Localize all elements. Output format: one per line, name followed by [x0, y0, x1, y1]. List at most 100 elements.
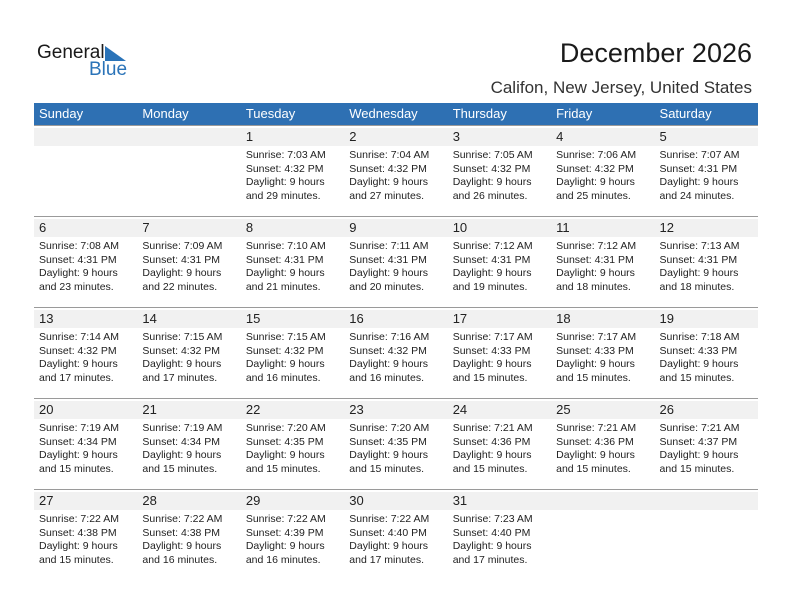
- weekday-friday: Friday: [556, 106, 593, 121]
- daylight-text: and 17 minutes.: [39, 371, 114, 384]
- day-info-row: Sunrise: 7:08 AM Sunset: 4:31 PM Daylight:…: [34, 237, 758, 294]
- day-cell: [34, 149, 137, 203]
- daylight-text: Daylight: 9 hours: [452, 358, 532, 370]
- sunrise-text: Sunrise: 7:05 AM: [452, 149, 533, 161]
- sunset-text: Sunset: 4:33 PM: [556, 344, 634, 357]
- day-number: 13: [39, 311, 54, 326]
- sunset-text: Sunset: 4:31 PM: [39, 253, 117, 266]
- day-number: 19: [659, 311, 674, 326]
- day-info-row: Sunrise: 7:03 AM Sunset: 4:32 PM Daylight:…: [34, 146, 758, 203]
- day-number: 11: [556, 220, 570, 235]
- day-cell: [551, 513, 654, 567]
- day-number: 6: [39, 220, 47, 235]
- day-cell: Sunrise: 7:21 AM Sunset: 4:37 PM Daylight:…: [655, 422, 758, 476]
- day-number: 2: [349, 129, 357, 144]
- sunrise-text: Sunrise: 7:06 AM: [556, 149, 637, 161]
- sunrise-text: Sunrise: 7:17 AM: [452, 331, 533, 343]
- sunrise-text: Sunrise: 7:15 AM: [142, 331, 223, 343]
- daylight-text: Daylight: 9 hours: [349, 176, 429, 188]
- daylight-text: and 15 minutes.: [39, 553, 114, 566]
- week-row: 13 14 15 16 17 18 19 Sunrise: 7:14 AM Sunset: 4:…: [34, 307, 758, 398]
- sunrise-text: Sunrise: 7:10 AM: [245, 240, 326, 252]
- day-cell: Sunrise: 7:14 AM Sunset: 4:32 PM Daylight:…: [34, 331, 137, 385]
- daylight-text: and 19 minutes.: [452, 280, 528, 293]
- day-cell: Sunrise: 7:22 AM Sunset: 4:38 PM Daylight:…: [34, 513, 137, 567]
- daylight-text: Daylight: 9 hours: [452, 176, 532, 188]
- day-number: 17: [452, 311, 468, 326]
- day-number: 27: [39, 493, 54, 508]
- sunset-text: Sunset: 4:38 PM: [39, 526, 117, 539]
- daylight-text: and 15 minutes.: [245, 462, 321, 475]
- sunrise-text: Sunrise: 7:22 AM: [39, 513, 119, 525]
- day-cell: Sunrise: 7:21 AM Sunset: 4:36 PM Daylight:…: [448, 422, 551, 476]
- day-cell: Sunrise: 7:16 AM Sunset: 4:32 PM Daylight:…: [344, 331, 447, 385]
- sunrise-text: Sunrise: 7:23 AM: [452, 513, 533, 525]
- weekday-sunday: Sunday: [39, 106, 84, 121]
- logo-text-general: General: [37, 42, 105, 63]
- sunset-text: Sunset: 4:31 PM: [349, 253, 427, 266]
- sunset-text: Sunset: 4:40 PM: [349, 526, 427, 539]
- logo-text-blue: Blue: [89, 59, 128, 80]
- daylight-text: Daylight: 9 hours: [142, 358, 222, 370]
- day-cell: Sunrise: 7:09 AM Sunset: 4:31 PM Daylight:…: [137, 240, 240, 294]
- sunrise-text: Sunrise: 7:09 AM: [142, 240, 223, 252]
- day-cell: Sunrise: 7:07 AM Sunset: 4:31 PM Daylight:…: [655, 149, 758, 203]
- sunrise-text: Sunrise: 7:07 AM: [659, 149, 740, 161]
- sunset-text: Sunset: 4:31 PM: [659, 253, 738, 266]
- sunrise-text: Sunrise: 7:17 AM: [556, 331, 637, 343]
- day-cell: Sunrise: 7:21 AM Sunset: 4:36 PM Daylight:…: [551, 422, 654, 476]
- daylight-text: Daylight: 9 hours: [349, 358, 429, 370]
- daylight-text: and 22 minutes.: [142, 280, 218, 293]
- day-cell: Sunrise: 7:19 AM Sunset: 4:34 PM Daylight:…: [137, 422, 240, 476]
- day-cell: Sunrise: 7:17 AM Sunset: 4:33 PM Daylight:…: [448, 331, 551, 385]
- sunrise-text: Sunrise: 7:22 AM: [245, 513, 326, 525]
- day-number: 10: [452, 220, 468, 235]
- daylight-text: and 29 minutes.: [245, 189, 321, 202]
- day-cell: Sunrise: 7:11 AM Sunset: 4:31 PM Daylight:…: [344, 240, 447, 294]
- daylight-text: Daylight: 9 hours: [39, 267, 118, 279]
- day-cell: Sunrise: 7:03 AM Sunset: 4:32 PM Daylight:…: [241, 149, 344, 203]
- daylight-text: and 27 minutes.: [349, 189, 424, 202]
- day-number: 22: [245, 402, 261, 417]
- daylight-text: Daylight: 9 hours: [39, 540, 118, 552]
- day-number: [34, 128, 137, 146]
- daylight-text: Daylight: 9 hours: [452, 267, 532, 279]
- location-subtitle: Califon, New Jersey, United States: [490, 78, 752, 97]
- day-cell: Sunrise: 7:06 AM Sunset: 4:32 PM Daylight:…: [551, 149, 654, 203]
- daylight-text: and 24 minutes.: [659, 189, 735, 202]
- daylight-text: Daylight: 9 hours: [245, 176, 325, 188]
- weekday-header: Sunday Monday Tuesday Wednesday Thursday Frid…: [34, 103, 758, 125]
- daylight-text: Daylight: 9 hours: [349, 540, 429, 552]
- day-cell: Sunrise: 7:05 AM Sunset: 4:32 PM Daylight:…: [448, 149, 551, 203]
- daylight-text: Daylight: 9 hours: [659, 449, 739, 461]
- day-number: 7: [142, 220, 150, 235]
- day-number: 1: [245, 129, 254, 144]
- day-number: 5: [659, 129, 667, 144]
- daylight-text: and 15 minutes.: [142, 462, 218, 475]
- daylight-text: Daylight: 9 hours: [452, 540, 532, 552]
- week-row: 6 7 8 9 10 11 12 Sunrise: 7:08 AM Sunset: 4:31 P…: [34, 216, 758, 307]
- daylight-text: and 15 minutes.: [659, 462, 735, 475]
- day-cell: [137, 149, 240, 203]
- sunset-text: Sunset: 4:34 PM: [39, 435, 117, 448]
- sunset-text: Sunset: 4:31 PM: [142, 253, 221, 266]
- daylight-text: Daylight: 9 hours: [556, 267, 635, 279]
- sunrise-text: Sunrise: 7:21 AM: [659, 422, 740, 434]
- daylight-text: and 18 minutes.: [556, 280, 631, 293]
- daylight-text: and 15 minutes.: [556, 371, 631, 384]
- daylight-text: and 21 minutes.: [245, 280, 321, 293]
- day-cell: Sunrise: 7:13 AM Sunset: 4:31 PM Daylight:…: [655, 240, 758, 294]
- daylight-text: Daylight: 9 hours: [245, 449, 325, 461]
- sunset-text: Sunset: 4:32 PM: [39, 344, 117, 357]
- day-cell: Sunrise: 7:12 AM Sunset: 4:31 PM Daylight:…: [448, 240, 551, 294]
- daylight-text: Daylight: 9 hours: [659, 267, 739, 279]
- day-cell: Sunrise: 7:19 AM Sunset: 4:34 PM Daylight:…: [34, 422, 137, 476]
- day-cell: Sunrise: 7:22 AM Sunset: 4:40 PM Daylight:…: [344, 513, 447, 567]
- page-title: December 2026: [559, 38, 752, 68]
- daylight-text: Daylight: 9 hours: [142, 449, 222, 461]
- sunset-text: Sunset: 4:32 PM: [349, 162, 427, 175]
- day-number: 30: [349, 493, 364, 508]
- sunset-text: Sunset: 4:39 PM: [245, 526, 324, 539]
- sunset-text: Sunset: 4:32 PM: [349, 344, 427, 357]
- daylight-text: Daylight: 9 hours: [349, 267, 429, 279]
